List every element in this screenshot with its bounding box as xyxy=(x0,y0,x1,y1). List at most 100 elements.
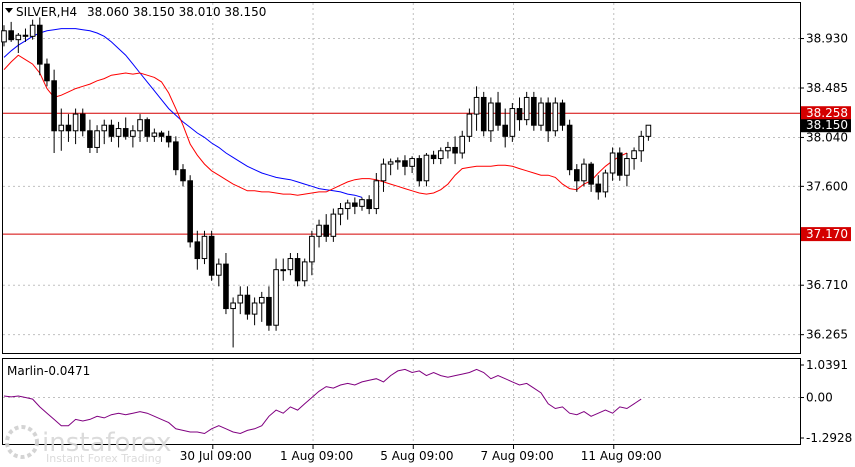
candle-body xyxy=(130,130,136,137)
candle xyxy=(79,108,86,137)
price-tick-label: 38.040 xyxy=(806,130,848,144)
price-tick-label: 36.265 xyxy=(806,328,848,342)
candle-body xyxy=(609,152,616,174)
candle xyxy=(108,119,115,142)
candle xyxy=(416,155,423,187)
candle xyxy=(15,33,22,53)
candle xyxy=(65,114,72,142)
candle xyxy=(122,117,129,140)
candle-body xyxy=(122,128,129,137)
horizontal-levels[interactable]: 38.258 37.170 38.150 xyxy=(3,106,851,242)
candle xyxy=(58,108,65,151)
time-tick-label: 5 Aug 09:00 xyxy=(380,449,453,463)
slow-ma-line xyxy=(3,28,363,198)
candle-body xyxy=(230,302,236,310)
candle xyxy=(423,153,430,187)
candle xyxy=(194,230,201,270)
time-tick-label: 30 Jul 09:00 xyxy=(180,449,252,463)
candle xyxy=(8,21,14,42)
main-panel xyxy=(2,2,801,354)
candle xyxy=(545,97,551,142)
candle-body xyxy=(58,124,65,132)
candle-body xyxy=(366,199,372,210)
candle xyxy=(638,130,645,162)
candle xyxy=(395,157,401,170)
indicator-tick-label: 1.0391 xyxy=(806,358,848,372)
candlesticks xyxy=(1,17,652,348)
time-tick-label: 7 Aug 09:00 xyxy=(481,449,554,463)
marlin-line xyxy=(3,368,642,435)
candle xyxy=(330,208,337,242)
candle-body xyxy=(638,135,645,152)
candle xyxy=(323,214,329,242)
candle-body xyxy=(108,124,115,137)
candle xyxy=(344,199,351,220)
candle-body xyxy=(115,128,122,137)
dropdown-triangle-icon[interactable] xyxy=(5,8,13,13)
candle xyxy=(51,69,57,153)
candle-body xyxy=(8,30,14,41)
candle-body xyxy=(201,235,208,260)
candle xyxy=(201,230,208,265)
candle-body xyxy=(616,152,623,176)
indicator-tick-label: 0.00 xyxy=(806,391,833,405)
candle-body xyxy=(15,34,22,41)
candle-body xyxy=(480,96,487,132)
candle-body xyxy=(237,294,244,304)
candle-body xyxy=(244,294,251,315)
price-tick-label: 36.710 xyxy=(806,278,848,292)
candle xyxy=(624,153,630,187)
candle xyxy=(223,253,229,315)
candle-body xyxy=(387,161,394,165)
candle-body xyxy=(502,124,508,137)
candle-body xyxy=(459,135,466,154)
candle xyxy=(258,291,265,322)
candle xyxy=(72,108,79,145)
candle xyxy=(173,136,179,176)
candle xyxy=(502,108,508,148)
candle xyxy=(266,286,272,331)
candle xyxy=(538,97,544,131)
candle-body xyxy=(194,241,201,260)
candle-body xyxy=(158,132,165,137)
candle-body xyxy=(165,135,172,143)
candle-body xyxy=(79,113,86,132)
candle-body xyxy=(466,113,473,137)
candle-body xyxy=(216,263,222,276)
candle-body xyxy=(516,108,523,121)
chart-title: SILVER,H4 xyxy=(16,5,77,19)
candle-body xyxy=(423,154,430,182)
candle xyxy=(409,156,415,173)
watermark-logo: instaforex Instant Forex Trading xyxy=(5,425,171,465)
candle-body xyxy=(151,132,158,137)
candle xyxy=(115,121,122,148)
candle xyxy=(466,108,473,142)
candle-body xyxy=(352,202,358,207)
candle-body xyxy=(344,202,351,210)
level-label-bg xyxy=(801,106,851,121)
candle xyxy=(359,197,365,211)
candle-body xyxy=(72,113,79,132)
moving-averages xyxy=(3,28,628,198)
indicator-line xyxy=(3,368,642,435)
candle-body xyxy=(402,160,408,167)
candle-body xyxy=(602,172,609,193)
candle-body xyxy=(273,269,279,326)
candle-body xyxy=(595,183,602,193)
candle xyxy=(216,258,222,287)
indicator-value: -0.0471 xyxy=(44,364,90,378)
ohlc-readout: 38.060 38.150 38.010 38.150 xyxy=(87,5,266,19)
candle-body xyxy=(65,124,72,132)
candle-body xyxy=(144,119,150,137)
candle-body xyxy=(29,24,36,37)
candle-body xyxy=(266,296,272,326)
candle-body xyxy=(409,158,415,167)
level-label: 37.170 xyxy=(806,227,848,241)
candle-body xyxy=(359,199,365,207)
candle xyxy=(645,124,652,141)
price-axis: 38.930 38.485 38.040 37.600 36.710 36.265 xyxy=(800,32,848,342)
candle xyxy=(151,128,158,142)
candle xyxy=(1,25,7,47)
candle xyxy=(480,91,487,137)
